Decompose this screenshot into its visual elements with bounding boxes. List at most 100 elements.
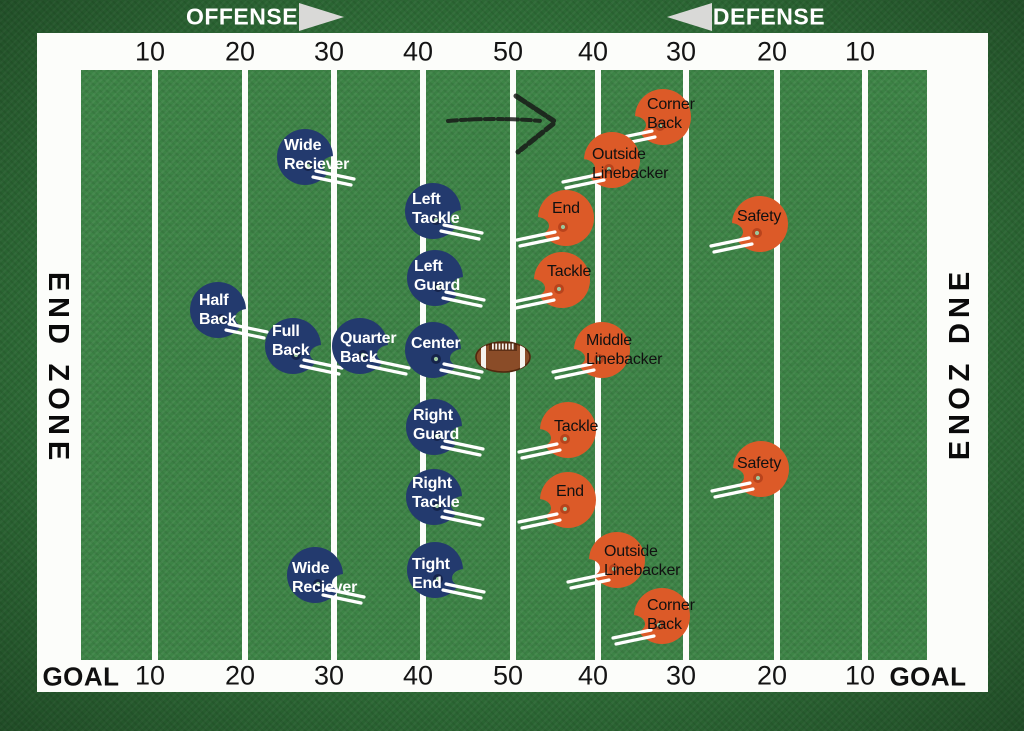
player-label-quarter-back: Quarter Back <box>340 329 397 367</box>
yard-number-bottom-30: 30 <box>313 660 345 691</box>
defense-player-corner-back <box>606 585 692 651</box>
end-zone-letter: E <box>944 440 976 460</box>
yard-number-bottom-10: 10 <box>844 660 876 691</box>
offense-player-left-tackle <box>403 180 489 246</box>
field-block <box>81 70 152 660</box>
defense-player-tackle <box>506 249 592 315</box>
offense-player-left-guard <box>405 247 491 313</box>
player-label-line: Linebacker <box>592 165 669 182</box>
field-block <box>689 70 774 660</box>
defense-helmet-icon <box>506 249 592 315</box>
yard-number-top-50: 50 <box>492 36 524 67</box>
player-label-wide-reciever: Wide Reciever <box>284 136 349 174</box>
player-label-safety: Safety <box>737 454 781 473</box>
player-label-line: Wide <box>284 137 322 154</box>
offense-player-center <box>403 319 489 385</box>
player-label-left-tackle: Left Tackle <box>412 190 460 228</box>
defense-label: DEFENSE <box>712 3 826 30</box>
player-label-center: Center <box>411 334 461 353</box>
defense-player-tackle <box>512 399 598 465</box>
player-label-line: Tackle <box>554 418 599 435</box>
offense-player-tight-end <box>405 539 491 605</box>
offense-helmet-icon <box>330 315 416 381</box>
player-label-outside-linebacker: Outside Linebacker <box>592 145 668 183</box>
yard-number-top-10: 10 <box>134 36 166 67</box>
player-label-line: Safety <box>737 455 782 472</box>
player-label-wide-reciever: Wide Reciever <box>292 559 357 597</box>
player-label-line: Corner <box>647 96 695 113</box>
offense-helmet-icon <box>404 396 490 462</box>
player-label-line: Safety <box>737 208 782 225</box>
player-label-line: Back <box>647 115 682 132</box>
offense-player-half-back <box>188 279 274 345</box>
offense-player-quarter-back <box>330 315 416 381</box>
player-label-line: End <box>556 483 584 500</box>
player-label-corner-back: Corner Back <box>647 95 695 133</box>
player-label-line: Tackle <box>547 263 592 280</box>
defense-helmet-icon <box>512 469 598 535</box>
player-label-right-tackle: Right Tackle <box>412 474 460 512</box>
defense-player-safety <box>705 438 791 504</box>
defense-player-end <box>510 187 596 253</box>
offense-helmet-icon <box>404 466 490 532</box>
yard-number-bottom-10: 10 <box>134 660 166 691</box>
player-label-full-back: Full Back <box>272 322 310 360</box>
player-label-line: Linebacker <box>586 351 663 368</box>
yard-number-bottom-20: 20 <box>756 660 788 691</box>
end-zone-letter: D <box>944 322 976 344</box>
defense-player-safety <box>704 193 790 259</box>
defense-helmet-icon <box>546 319 632 385</box>
player-label-safety: Safety <box>737 207 781 226</box>
player-label-end: End <box>556 482 584 501</box>
offense-label: OFFENSE <box>185 3 299 30</box>
player-label-line: Middle <box>586 332 632 349</box>
player-label-line: Quarter <box>340 330 397 347</box>
end-zone-letter: E <box>42 440 74 460</box>
offense-player-right-guard <box>404 396 490 462</box>
offense-helmet-icon <box>188 279 274 345</box>
defense-player-outside-linebacker <box>556 129 642 195</box>
defense-helmet-icon <box>561 529 647 595</box>
player-label-line: End <box>552 200 580 217</box>
offense-helmet-icon <box>405 539 491 605</box>
player-label-left-guard: Left Guard <box>414 257 460 295</box>
defense-helmet-icon <box>510 187 596 253</box>
offense-direction-arrow-icon <box>299 3 344 31</box>
yard-number-bottom-50: 50 <box>492 660 524 691</box>
defense-helmet-icon <box>556 129 642 195</box>
player-label-line: Corner <box>647 597 695 614</box>
goal-label-right: GOAL <box>889 661 967 692</box>
player-label-tackle: Tackle <box>547 262 591 281</box>
yard-number-bottom-40: 40 <box>577 660 609 691</box>
sketched-play-arrow-icon <box>446 93 557 155</box>
yard-number-bottom-40: 40 <box>402 660 434 691</box>
offense-helmet-icon <box>403 180 489 246</box>
player-label-line: End <box>412 575 442 592</box>
yard-number-top-20: 20 <box>224 36 256 67</box>
defense-helmet-icon <box>606 585 692 651</box>
offense-player-wide-reciever <box>275 126 361 192</box>
offense-helmet-icon <box>405 247 491 313</box>
player-label-line: Back <box>199 311 237 328</box>
field-block <box>868 70 927 660</box>
player-label-right-guard: Right Guard <box>413 406 459 444</box>
defense-direction-arrow-icon <box>667 3 712 31</box>
end-zone-letter: D <box>42 322 74 344</box>
player-label-line: Guard <box>413 426 460 443</box>
player-label-end: End <box>552 199 580 218</box>
player-label-line: Back <box>272 342 310 359</box>
yard-number-top-40: 40 <box>577 36 609 67</box>
player-label-line: Reciever <box>284 156 350 173</box>
defense-helmet-icon <box>704 193 790 259</box>
player-label-line: Reciever <box>292 579 358 596</box>
offense-helmet-icon <box>275 126 361 192</box>
player-label-half-back: Half Back <box>199 291 237 329</box>
player-label-line: Outside <box>592 146 646 163</box>
player-label-line: Right <box>412 475 452 492</box>
player-label-line: Linebacker <box>604 562 681 579</box>
player-label-line: Wide <box>292 560 330 577</box>
player-label-line: Half <box>199 292 229 309</box>
